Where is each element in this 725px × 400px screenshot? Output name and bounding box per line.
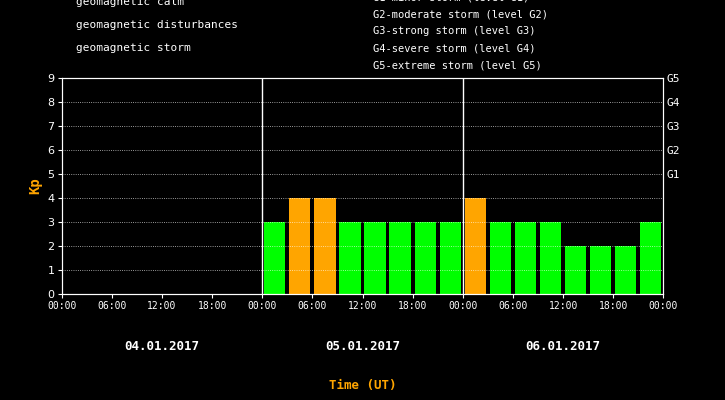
Bar: [339, 222, 360, 294]
Text: geomagnetic storm: geomagnetic storm: [76, 43, 191, 53]
Text: geomagnetic calm: geomagnetic calm: [76, 0, 184, 7]
Text: 05.01.2017: 05.01.2017: [325, 340, 400, 352]
Bar: [314, 198, 336, 294]
Bar: [615, 246, 637, 294]
Bar: [365, 222, 386, 294]
Bar: [439, 222, 461, 294]
Text: Time (UT): Time (UT): [328, 379, 397, 392]
Text: G5-extreme storm (level G5): G5-extreme storm (level G5): [373, 61, 542, 71]
Text: G4-severe storm (level G4): G4-severe storm (level G4): [373, 44, 536, 54]
Bar: [415, 222, 436, 294]
Bar: [515, 222, 536, 294]
Bar: [264, 222, 286, 294]
Bar: [389, 222, 411, 294]
Bar: [565, 246, 587, 294]
Text: 04.01.2017: 04.01.2017: [125, 340, 199, 352]
Bar: [640, 222, 661, 294]
Bar: [289, 198, 310, 294]
Bar: [465, 198, 486, 294]
Y-axis label: Kp: Kp: [28, 178, 42, 194]
Text: G2-moderate storm (level G2): G2-moderate storm (level G2): [373, 9, 548, 19]
Bar: [490, 222, 511, 294]
Text: G3-strong storm (level G3): G3-strong storm (level G3): [373, 26, 536, 36]
Text: 06.01.2017: 06.01.2017: [526, 340, 600, 352]
Text: G1-minor storm (level G1): G1-minor storm (level G1): [373, 0, 530, 2]
Bar: [540, 222, 561, 294]
Text: geomagnetic disturbances: geomagnetic disturbances: [76, 20, 238, 30]
Bar: [590, 246, 611, 294]
